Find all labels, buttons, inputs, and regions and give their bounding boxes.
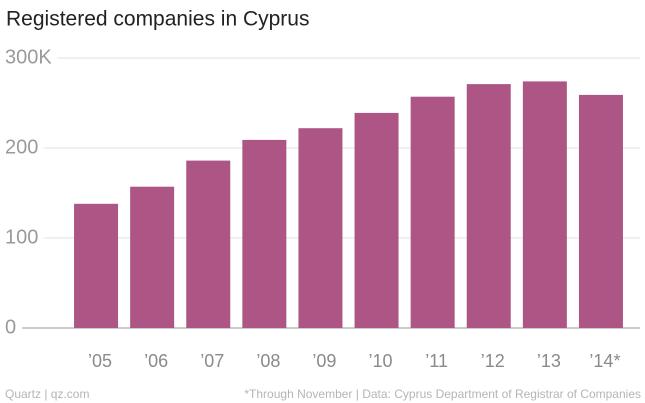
footnote: *Through November | Data: Cyprus Departm… [244,387,641,401]
bar [410,96,455,328]
x-tick-label: ’14* [589,351,620,371]
x-tick-label: ’06 [144,351,168,371]
bar [466,84,511,328]
x-tick-label: ’08 [256,351,280,371]
x-tick-label: ’12 [481,351,505,371]
y-tick-label: 200 [5,136,38,158]
y-tick-label: 100 [5,226,38,248]
y-tick-label: 0 [5,316,16,338]
y-tick-label: 300K [5,46,52,68]
x-tick-label: ’09 [312,351,336,371]
x-tick-label: ’10 [369,351,393,371]
chart-title: Registered companies in Cyprus [6,8,309,31]
x-tick-label: ’11 [425,351,448,371]
bar [186,160,231,328]
bar [74,203,119,328]
bar [298,128,343,328]
bar [522,81,567,329]
x-tick-label: ’05 [88,351,112,371]
source: Quartz | qz.com [5,387,89,401]
bar [130,186,175,328]
bar [242,139,287,328]
x-tick-label: ’07 [200,351,224,371]
x-tick-label: ’13 [537,351,561,371]
bar [354,112,399,329]
bar [578,94,623,329]
